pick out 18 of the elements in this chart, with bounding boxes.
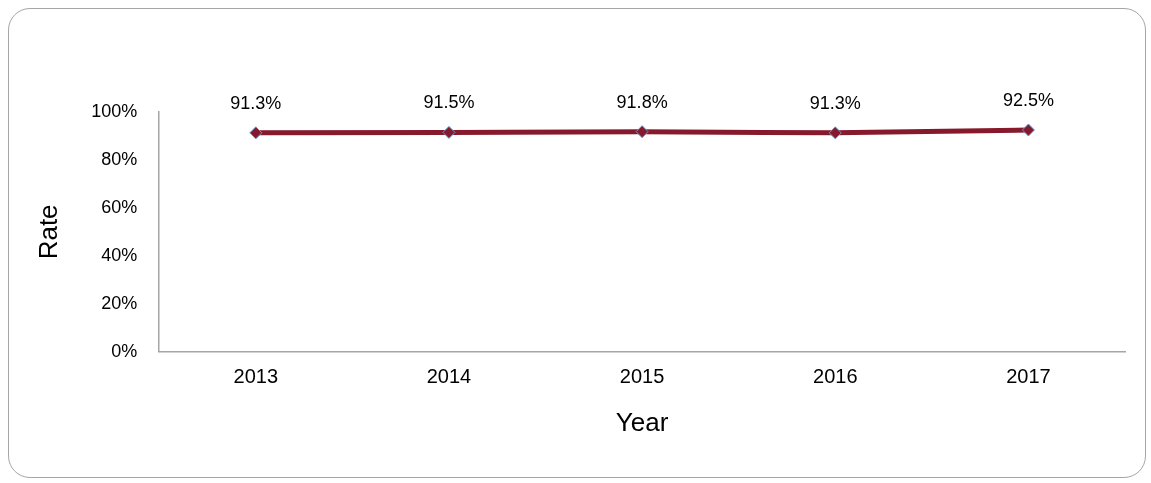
x-tick-label: 2016 <box>813 365 858 388</box>
y-tick-label: 20% <box>101 292 138 313</box>
y-axis-title: Rate <box>32 204 63 260</box>
data-label: 91.8% <box>616 91 668 112</box>
x-tick-label: 2017 <box>1006 365 1051 388</box>
y-tick-label: 60% <box>101 196 138 217</box>
data-label: 91.5% <box>423 92 475 113</box>
y-tick-label: 100% <box>91 100 138 121</box>
x-tick-label: 2014 <box>426 365 472 388</box>
data-label: 91.3% <box>809 92 861 113</box>
data-label: 92.5% <box>1002 89 1054 110</box>
y-tick-label: 40% <box>101 244 138 265</box>
data-label: 91.3% <box>230 92 282 113</box>
x-tick-label: 2015 <box>619 365 665 388</box>
x-tick-label: 2013 <box>233 365 279 388</box>
x-axis-title: Year <box>615 406 669 437</box>
y-tick-label: 80% <box>101 148 138 169</box>
y-tick-label: 0% <box>111 340 138 361</box>
